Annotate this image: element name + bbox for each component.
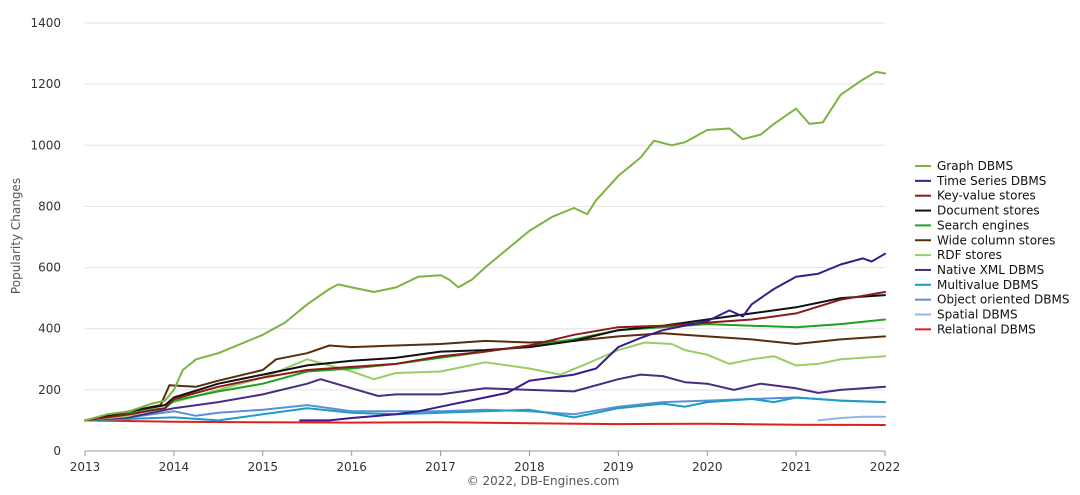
x-tick-label: 2020 [692,460,723,474]
legend-item-search-engines[interactable]: Search engines [915,218,1029,232]
legend-item-wide-column-stores[interactable]: Wide column stores [915,233,1055,247]
legend-label: Relational DBMS [937,322,1036,336]
series-line-wide-column-stores[interactable] [84,332,886,422]
legend-item-multivalue-dbms[interactable]: Multivalue DBMS [915,278,1038,292]
legend-label: Multivalue DBMS [937,278,1038,292]
x-tick-label: 2016 [336,460,367,474]
series-line-time-series-dbms[interactable] [299,252,886,422]
legend-label: Time Series DBMS [936,174,1046,188]
x-tick-label: 2015 [248,460,279,474]
y-axis-title: Popularity Changes [9,178,23,294]
series-lines [84,70,886,426]
legend-label: Wide column stores [937,233,1055,247]
legend-label: Spatial DBMS [937,308,1018,322]
legend-label: Native XML DBMS [937,263,1044,277]
legend-label: Graph DBMS [937,159,1013,173]
legend-item-spatial-dbms[interactable]: Spatial DBMS [915,308,1018,322]
y-tick-label: 0 [53,444,61,458]
legend-label: Document stores [937,204,1040,218]
y-tick-label: 1400 [30,16,61,30]
x-tick-label: 2019 [603,460,634,474]
legend-item-key-value-stores[interactable]: Key-value stores [915,189,1036,203]
y-tick-label: 800 [38,199,61,213]
y-tick-label: 1000 [30,138,61,152]
x-tick-label: 2018 [514,460,545,474]
series-line-multivalue-dbms[interactable] [84,396,886,422]
series-line-search-engines[interactable] [84,318,886,422]
series-line-relational-dbms[interactable] [84,419,886,426]
axes: 0 200 400 600 800 1000 1200 1400 2013 2014 2015 201… [30,16,900,474]
series-line-graph-dbms[interactable] [84,70,886,422]
x-tick-label: 2022 [870,460,901,474]
legend-item-time-series-dbms[interactable]: Time Series DBMS [915,174,1046,188]
y-tick-label: 600 [38,261,61,275]
legend-label: Key-value stores [937,189,1036,203]
y-tick-label: 1200 [30,77,61,91]
legend-label: Object oriented DBMS [937,293,1069,307]
series-line-key-value-stores[interactable] [84,291,886,422]
legend-item-document-stores[interactable]: Document stores [915,204,1040,218]
legend-label: Search engines [937,218,1029,232]
legend-item-relational-dbms[interactable]: Relational DBMS [915,322,1036,336]
y-tick-label: 400 [38,322,61,336]
legend-item-native-xml-dbms[interactable]: Native XML DBMS [915,263,1044,277]
x-tick-label: 2013 [70,460,101,474]
x-tick-label: 2021 [781,460,812,474]
series-line-spatial-dbms[interactable] [817,415,886,422]
x-tick-label: 2014 [159,460,190,474]
legend-item-object-oriented-dbms[interactable]: Object oriented DBMS [915,293,1069,307]
legend-label: RDF stores [937,248,1002,262]
legend-item-rdf-stores[interactable]: RDF stores [915,248,1002,262]
series-line-native-xml-dbms[interactable] [84,373,886,422]
legend-item-graph-dbms[interactable]: Graph DBMS [915,159,1013,173]
y-tick-label: 200 [38,383,61,397]
x-tick-label: 2017 [425,460,456,474]
credit-text[interactable]: © 2022, DB-Engines.com [467,474,620,488]
